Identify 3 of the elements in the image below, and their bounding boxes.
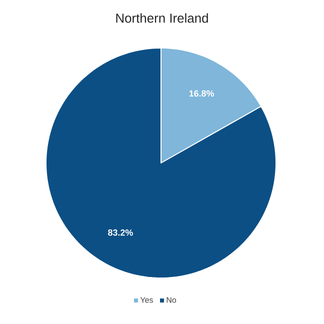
data-label: 83.2% — [108, 229, 133, 236]
data-label: 16.8% — [189, 90, 214, 97]
chart-title: Northern Ireland — [116, 13, 208, 23]
